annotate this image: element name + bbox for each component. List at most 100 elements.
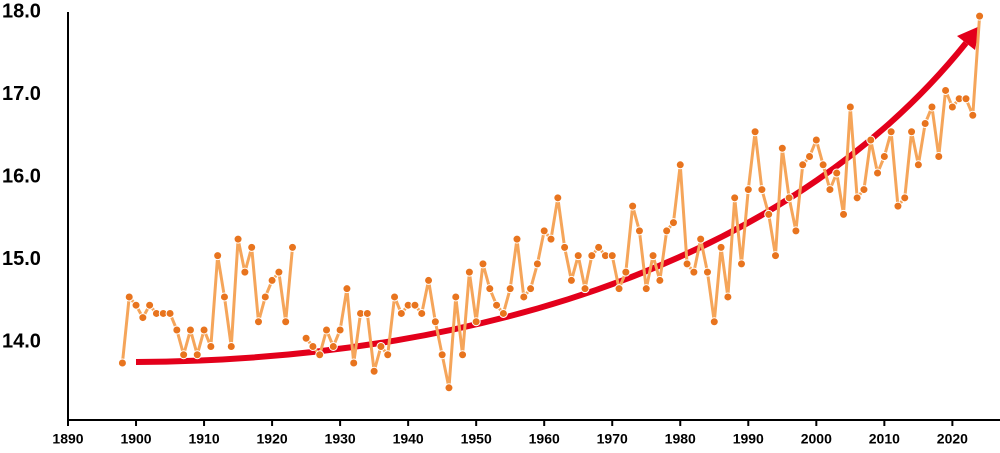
data-point [805, 152, 815, 162]
x-tick-label: 1920 [257, 431, 288, 447]
data-point [845, 102, 855, 112]
data-point [546, 234, 556, 244]
x-tick-label: 1950 [461, 431, 492, 447]
data-point [253, 317, 263, 327]
data-point [226, 341, 236, 351]
data-point [199, 325, 209, 335]
data-point [349, 358, 359, 368]
data-point [322, 325, 332, 335]
x-tick-label: 1990 [733, 431, 764, 447]
data-point [124, 292, 134, 302]
data-point [811, 135, 821, 145]
x-tick-label: 1910 [188, 431, 219, 447]
data-point [696, 234, 706, 244]
data-point [641, 284, 651, 294]
data-point [444, 383, 454, 393]
data-point [553, 193, 563, 203]
data-point [281, 317, 291, 327]
data-point [165, 308, 175, 318]
data-point [505, 284, 515, 294]
data-point [417, 308, 427, 318]
data-point [730, 193, 740, 203]
x-tick-label: 1960 [529, 431, 560, 447]
data-point [498, 308, 508, 318]
data-point [682, 259, 692, 269]
data-point [240, 267, 250, 277]
y-tick-label: 14.0 [2, 331, 41, 353]
data-point [934, 152, 944, 162]
data-point [818, 160, 828, 170]
data-point [335, 325, 345, 335]
trend-arrow [135, 41, 969, 365]
data-point [247, 242, 257, 252]
data-point [689, 267, 699, 277]
y-tick-label: 15.0 [2, 248, 41, 270]
data-point [485, 284, 495, 294]
data-point [723, 292, 733, 302]
data-point [648, 251, 658, 261]
data-point [131, 300, 141, 310]
data-point [376, 341, 386, 351]
data-point [736, 259, 746, 269]
data-point [879, 152, 889, 162]
data-point [777, 143, 787, 153]
data-point [743, 185, 753, 195]
data-point [907, 127, 917, 137]
x-tick-label: 2020 [937, 431, 968, 447]
data-point [192, 350, 202, 360]
data-point [560, 242, 570, 252]
data-point [464, 267, 474, 277]
data-point [580, 284, 590, 294]
x-tick-label: 1980 [665, 431, 696, 447]
data-point [492, 300, 502, 310]
data-point [594, 242, 604, 252]
data-point [913, 160, 923, 170]
data-point [267, 275, 277, 285]
data-point [961, 94, 971, 104]
x-tick-label: 1890 [52, 431, 83, 447]
data-point [185, 325, 195, 335]
data-point [424, 275, 434, 285]
x-tick-label: 1970 [597, 431, 628, 447]
data-point [179, 350, 189, 360]
data-point [866, 135, 876, 145]
data-point [668, 218, 678, 228]
data-point [709, 317, 719, 327]
x-tick-label: 1940 [393, 431, 424, 447]
data-point [566, 275, 576, 285]
data-point [750, 127, 760, 137]
data-point [947, 102, 957, 112]
data-point [927, 102, 937, 112]
data-point [784, 193, 794, 203]
data-point [798, 160, 808, 170]
data-point [655, 275, 665, 285]
x-tick-label: 1900 [120, 431, 151, 447]
data-point [893, 201, 903, 211]
data-point [886, 127, 896, 137]
data-point [219, 292, 229, 302]
data-point [941, 85, 951, 95]
data-point [873, 168, 883, 178]
data-point [213, 251, 223, 261]
data-point [362, 308, 372, 318]
data-point [512, 234, 522, 244]
y-tick-label: 18.0 [2, 0, 41, 22]
data-point [532, 259, 542, 269]
data-point [458, 350, 468, 360]
data-point [771, 251, 781, 261]
data-point [791, 226, 801, 236]
data-point [437, 350, 447, 360]
data-point [757, 185, 767, 195]
trend-arrowhead [957, 26, 980, 50]
data-point [396, 308, 406, 318]
data-point [308, 341, 318, 351]
data-point [260, 292, 270, 302]
x-tick-label: 2010 [869, 431, 900, 447]
data-point [117, 358, 127, 368]
data-point [430, 317, 440, 327]
data-point [274, 267, 284, 277]
data-point [614, 284, 624, 294]
data-point [410, 300, 420, 310]
data-point [975, 11, 985, 21]
